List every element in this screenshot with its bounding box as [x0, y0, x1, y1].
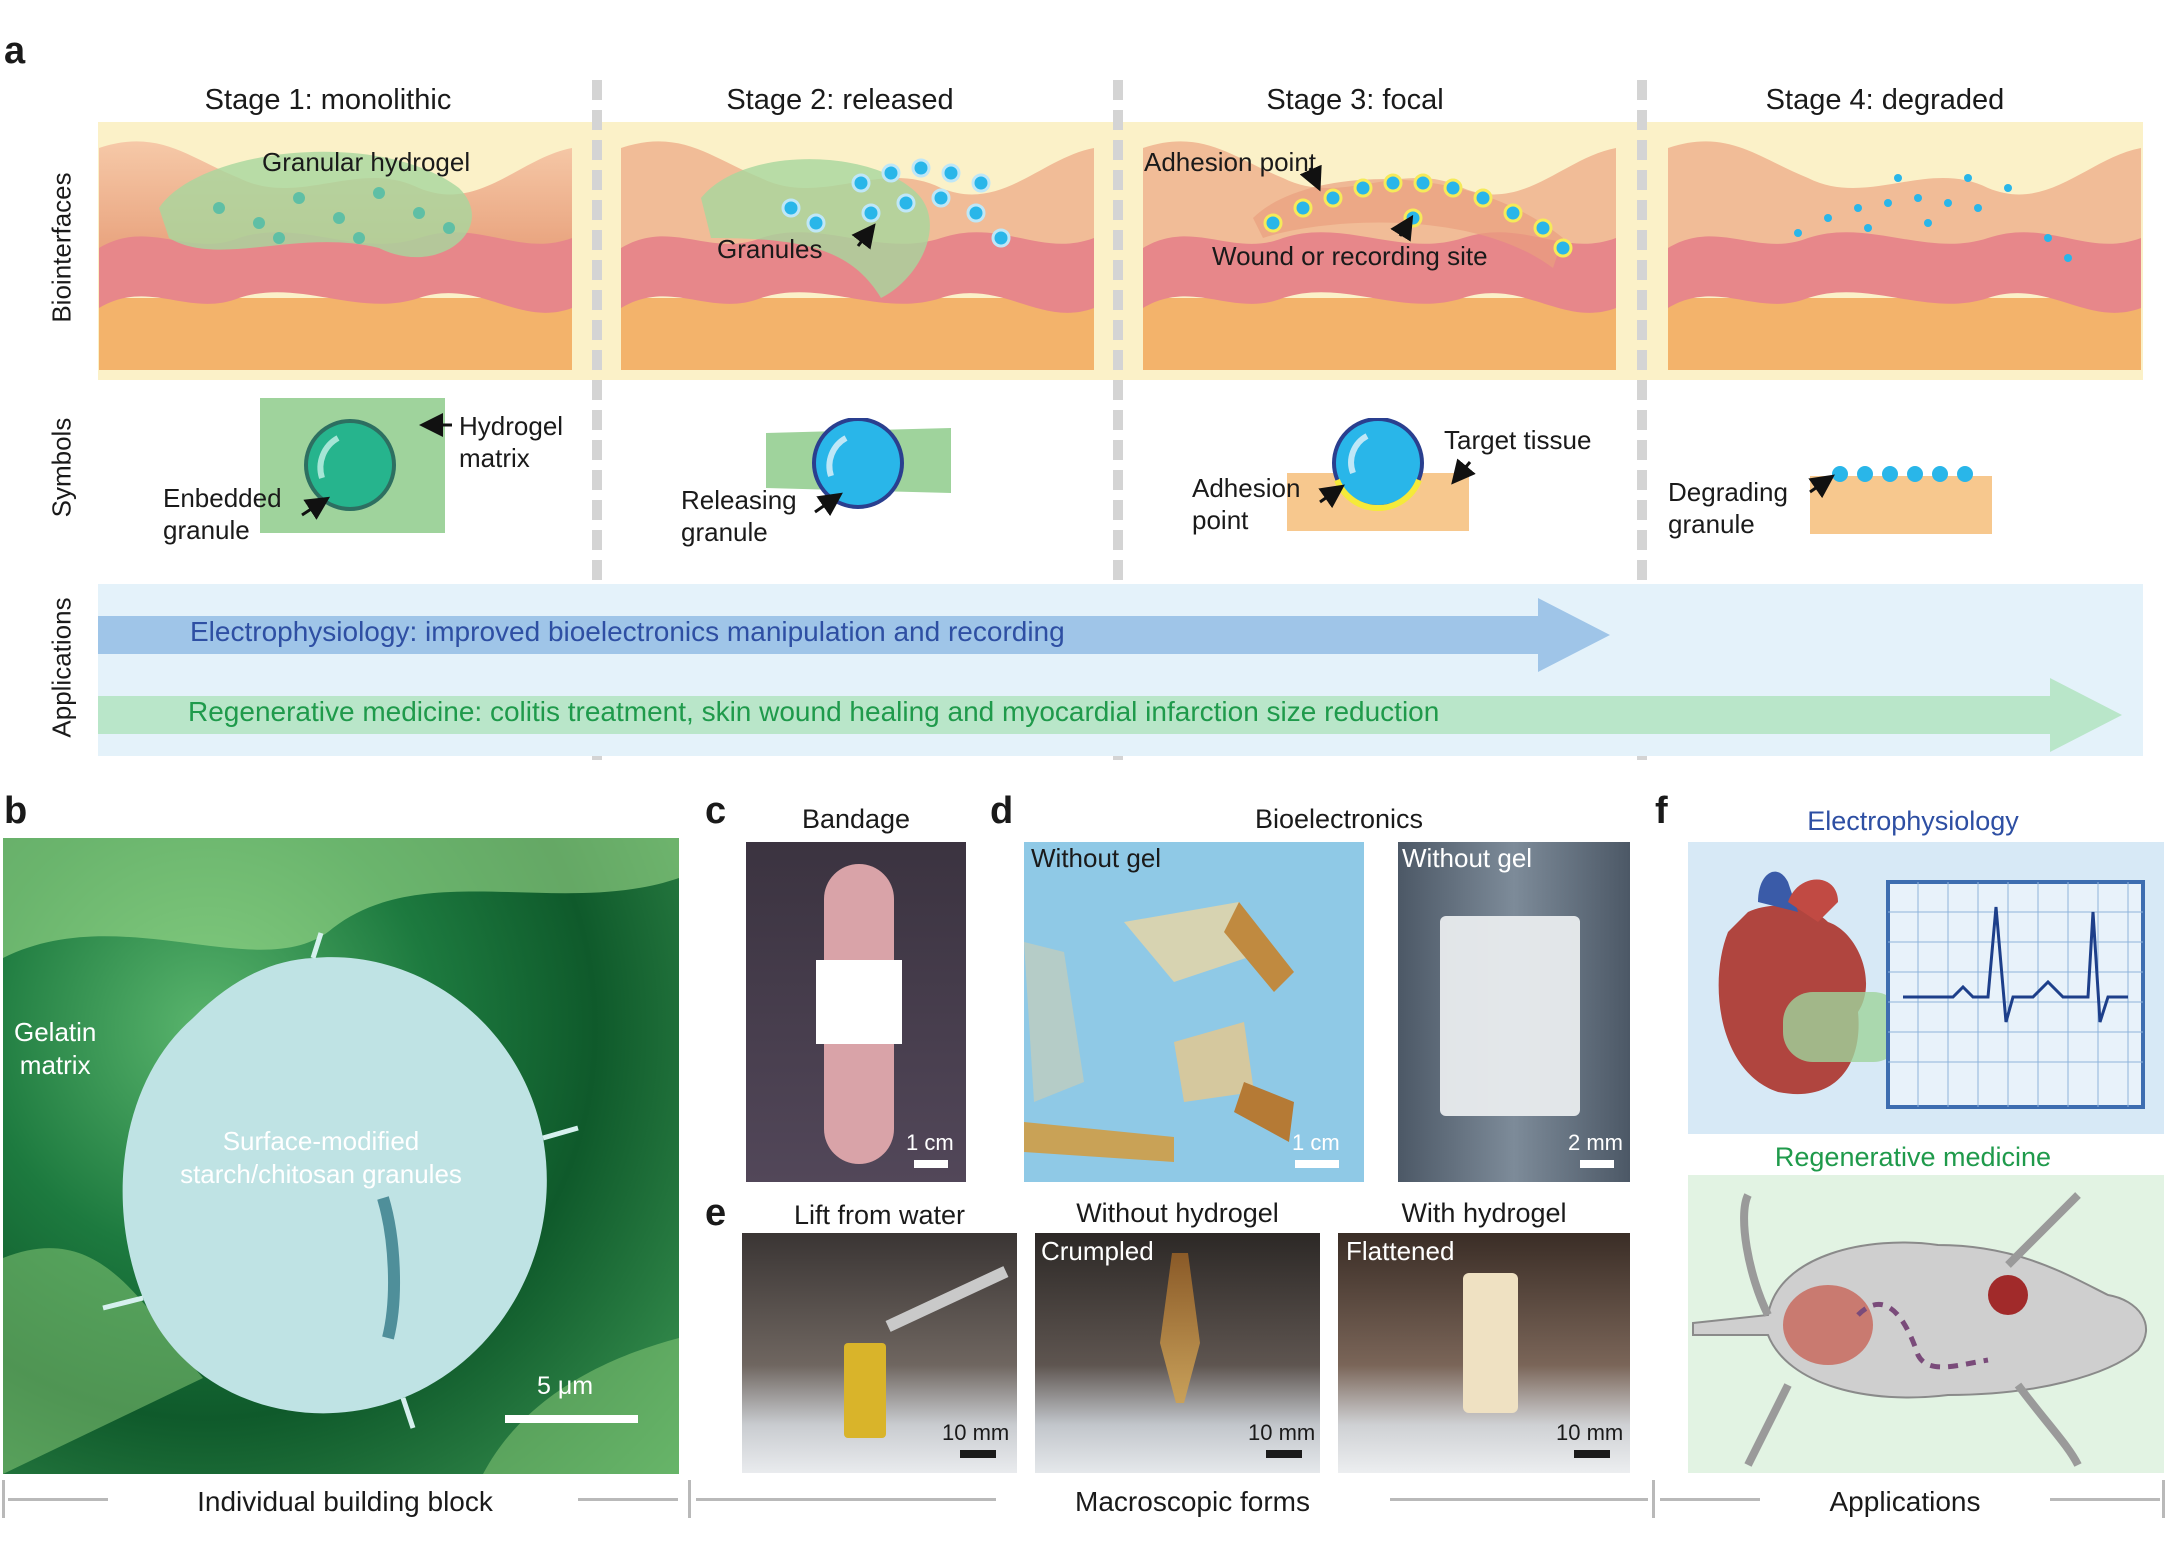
regenerative-medicine-title: Regenerative medicine: [1774, 1142, 2052, 1172]
yellow-device: [844, 1343, 886, 1438]
label-target-tissue: Target tissue: [1444, 425, 1592, 455]
panel-e3-scale-bar: [1574, 1450, 1610, 1458]
sem-image: [3, 838, 679, 1474]
stage-divider-1: [592, 80, 602, 760]
footer-line-right-1: [578, 1498, 678, 1501]
footer-building-block: Individual building block: [197, 1486, 493, 1517]
footer-bracket-end-4: [2162, 1480, 2165, 1518]
panel-d-left-scale-text: 1 cm: [1292, 1130, 1340, 1155]
panel-d-right-scale-text: 2 mm: [1568, 1130, 1623, 1155]
stage-divider-2: [1113, 80, 1123, 760]
bandage-pad: [816, 960, 902, 1044]
label-hydrogel-matrix: Hydrogel matrix: [459, 411, 564, 473]
sem-granule: [3, 838, 679, 1474]
bandage-photo: [746, 842, 966, 1182]
symbol-degrading-granule: [1810, 466, 1992, 534]
symbol-adhesion-point: [1287, 418, 1469, 531]
panel-e1-scale-text: 10 mm: [942, 1420, 1010, 1445]
panel-b-scale-bar: [505, 1415, 638, 1423]
regenerative-application-text: Regenerative medicine: colitis treatment…: [188, 696, 1440, 727]
symbol-releasing-granule: [766, 418, 951, 509]
label-degrading-granule: Degrading granule: [1668, 477, 1788, 539]
stage-2-title: Stage 2: released: [726, 84, 954, 116]
panel-d-letter: d: [990, 790, 1014, 832]
electrophysiology-arrow: [98, 598, 1610, 672]
tissue-illustration-stage-3: [1143, 141, 1616, 370]
electrophysiology-panel: [1688, 842, 2164, 1134]
footer-line-right-2: [1390, 1498, 1648, 1501]
panel-b-scale-text: 5 μm: [537, 1372, 594, 1400]
label-adhesion-point: Adhesion point: [1144, 147, 1317, 177]
electrode-sleeve: [1440, 916, 1580, 1116]
footer-applications: Applications: [1829, 1486, 1981, 1517]
panel-f-letter: f: [1655, 790, 1668, 832]
bioelectronics-left-overlay: Without gel: [1031, 843, 1162, 873]
stage-4-title: Stage 4: degraded: [1765, 84, 2005, 116]
bandage-title: Bandage: [801, 804, 911, 834]
label-granules: Granules: [717, 234, 823, 264]
crumpled-device: [1160, 1253, 1200, 1403]
footer-bracket-end-3: [1652, 1480, 1655, 1518]
panel-b-letter: b: [4, 790, 28, 832]
without-hydrogel-overlay: Crumpled: [1041, 1236, 1154, 1266]
panel-e2-scale-bar: [1266, 1450, 1302, 1458]
lift-from-water-photo: [742, 1233, 1017, 1473]
stage-3-title: Stage 3: focal: [1266, 84, 1444, 116]
without-hydrogel-photo: [1035, 1233, 1320, 1473]
bioelectronics-photo-right: [1398, 842, 1630, 1182]
row-label-biointerfaces: Biointerfaces: [46, 172, 77, 323]
without-hydrogel-title: Without hydrogel: [1076, 1198, 1279, 1228]
with-hydrogel-title: With hydrogel: [1401, 1198, 1567, 1228]
electrophysiology-application-text: Electrophysiology: improved bioelectroni…: [190, 616, 1065, 647]
lift-from-water-title: Lift from water: [793, 1200, 966, 1230]
panel-d-left-scale-bar: [1295, 1160, 1339, 1168]
label-embedded-granule: Enbedded granule: [163, 483, 282, 545]
label-adhesion-point-symbol: Adhesion point: [1192, 473, 1301, 535]
stage-divider-3: [1637, 80, 1647, 760]
tissue-illustration-stage-2: [621, 141, 1094, 370]
flattened-device: [1463, 1273, 1518, 1413]
symbol-embedded-granule: [260, 398, 445, 533]
row-label-symbols: Symbols: [46, 417, 77, 518]
panel-d-right-scale-bar: [1580, 1160, 1614, 1168]
bioelectronics-photo-left: [1024, 842, 1364, 1182]
tissue-illustration-stage-1: [99, 141, 572, 370]
regenerative-medicine-panel: [1688, 1175, 2164, 1473]
tissue-illustration-stage-4: [1668, 141, 2141, 370]
with-hydrogel-overlay: Flattened: [1346, 1236, 1455, 1266]
label-granular-hydrogel: Granular hydrogel: [262, 147, 471, 177]
footer-bracket-end-2: [688, 1480, 691, 1518]
granule-label: Surface-modified starch/chitosan granule…: [180, 1126, 462, 1189]
label-releasing-granule: Releasing granule: [681, 485, 797, 547]
panel-a-letter: a: [4, 30, 26, 72]
footer-line-left-1: [8, 1498, 108, 1501]
gelatin-matrix-label: Gelatin matrix: [14, 1017, 97, 1080]
panel-c-scale-text: 1 cm: [906, 1130, 954, 1155]
panel-e2-scale-text: 10 mm: [1248, 1420, 1316, 1445]
regenerative-arrow: [98, 678, 2122, 752]
bioelectronics-right-overlay: Without gel: [1402, 843, 1533, 873]
label-wound-site: Wound or recording site: [1212, 241, 1488, 271]
panel-e-letter: e: [705, 1192, 727, 1234]
panel-e3-scale-text: 10 mm: [1556, 1420, 1624, 1445]
with-hydrogel-photo: [1338, 1233, 1630, 1473]
bioelectronics-title: Bioelectronics: [1254, 804, 1424, 834]
panel-c-scale-bar: [914, 1160, 948, 1168]
stage-1-title: Stage 1: monolithic: [204, 84, 452, 116]
footer-line-left-2: [696, 1498, 996, 1501]
footer-line-left-3: [1660, 1498, 1760, 1501]
electrophysiology-title: Electrophysiology: [1807, 806, 2019, 836]
row-label-applications: Applications: [46, 597, 77, 738]
footer-macroscopic: Macroscopic forms: [1075, 1486, 1310, 1517]
panel-c-letter: c: [705, 790, 727, 832]
panel-e1-scale-bar: [960, 1450, 996, 1458]
footer-bracket-end-1: [2, 1480, 5, 1518]
footer-line-right-3: [2050, 1498, 2160, 1501]
tweezers: [885, 1266, 1009, 1332]
